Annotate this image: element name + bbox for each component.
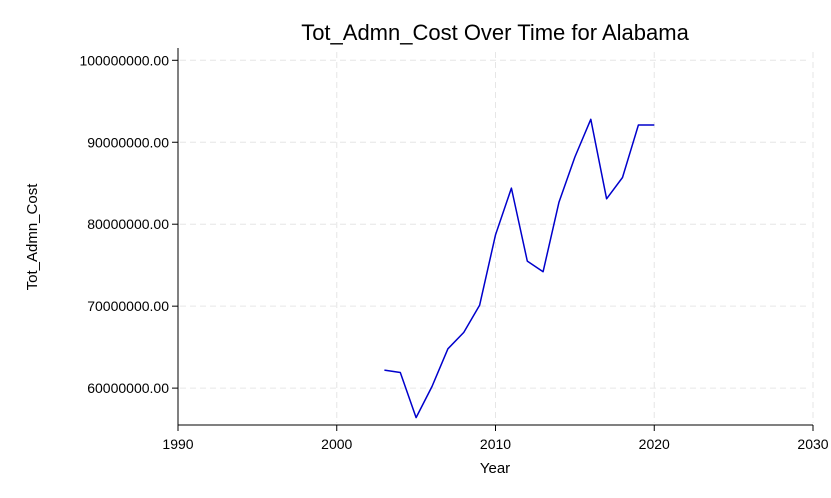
x-tick-label: 1990 [162,436,193,452]
y-tick-label: 100000000.00 [79,52,169,68]
axes [172,48,814,431]
chart-title: Tot_Admn_Cost Over Time for Alabama [301,20,689,45]
tick-labels: 1990 2000 2010 2020 2030 60000000.00 70000000.… [79,52,828,452]
y-tick-label: 60000000.00 [87,380,169,396]
grid-lines [177,52,814,423]
y-tick-label: 70000000.00 [87,298,169,314]
y-tick-label: 80000000.00 [87,216,169,232]
series-layer [384,118,655,419]
y-axis-label: Tot_Admn_Cost [24,183,41,291]
series-line [384,118,655,419]
x-tick-label: 2020 [639,436,670,452]
y-tick-label: 90000000.00 [87,134,169,150]
x-tick-label: 2010 [480,436,511,452]
x-tick-label: 2000 [321,436,352,452]
x-axis-label: Year [480,460,510,477]
x-tick-label: 2030 [797,436,828,452]
